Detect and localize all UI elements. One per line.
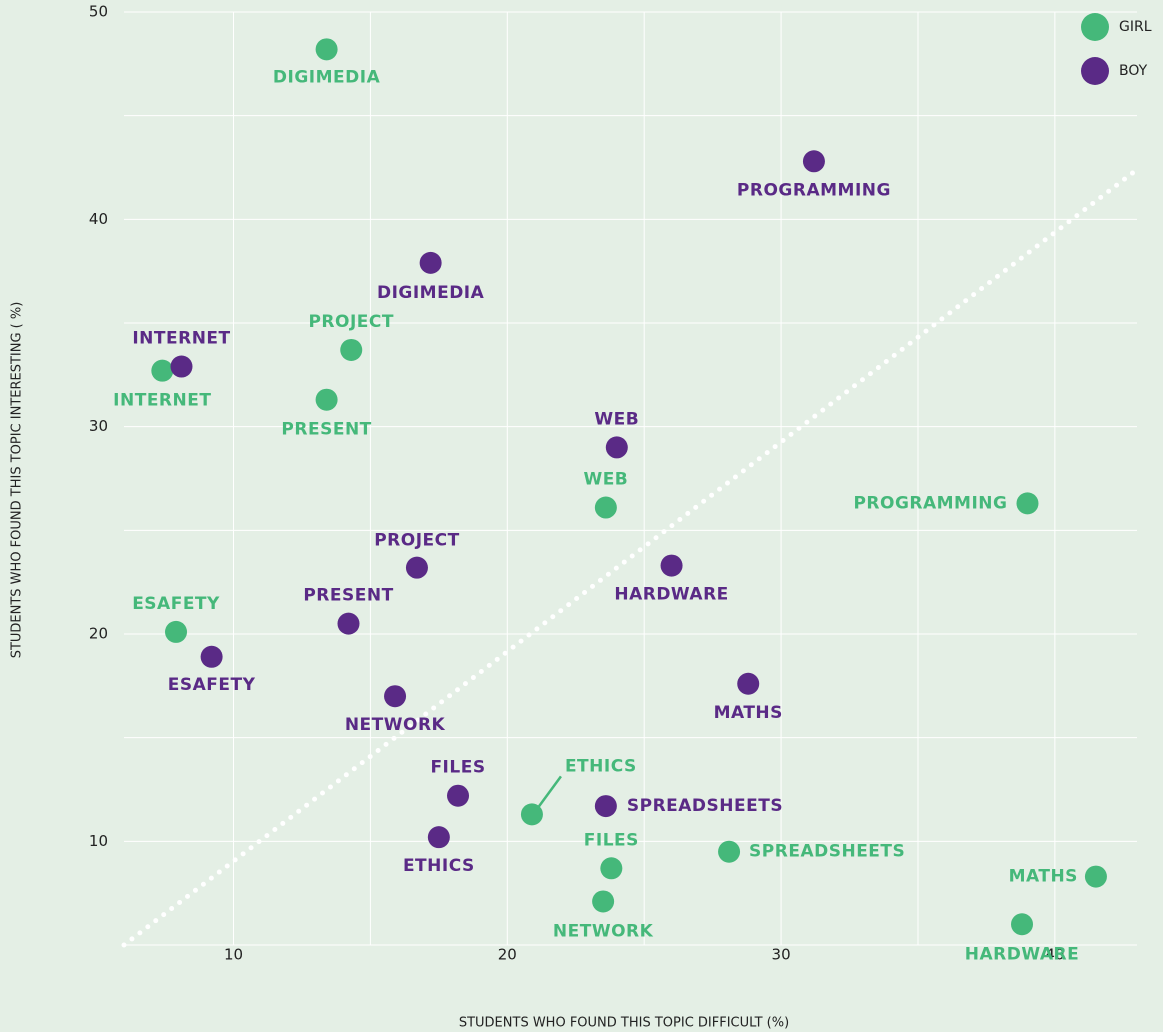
- point-label: MATHS: [1009, 867, 1078, 887]
- point-label: INTERNET: [132, 329, 230, 349]
- point-label: ESAFETY: [132, 594, 220, 614]
- x-tick-label: 20: [498, 946, 517, 964]
- point-label: NETWORK: [345, 715, 446, 735]
- point-label: PRESENT: [281, 420, 371, 440]
- x-axis-label: STUDENTS WHO FOUND THIS TOPIC DIFFICULT …: [459, 1016, 789, 1031]
- point-label: FILES: [430, 758, 485, 778]
- y-tick-label: 40: [89, 210, 108, 228]
- point: [315, 38, 338, 61]
- point: [419, 251, 442, 274]
- point: [1084, 865, 1107, 888]
- point: [340, 338, 363, 361]
- x-tick-label: 40: [1045, 946, 1064, 964]
- point-label: DIGIMEDIA: [377, 283, 485, 303]
- legend-label: GIRL: [1119, 19, 1152, 35]
- point: [384, 685, 407, 708]
- leader-line: [537, 775, 562, 808]
- point: [718, 840, 741, 863]
- point: [151, 359, 174, 382]
- point: [605, 436, 628, 459]
- point: [660, 554, 683, 577]
- y-tick-label: 30: [89, 417, 108, 435]
- point: [427, 826, 450, 849]
- point-label: PROJECT: [374, 531, 460, 551]
- point-label: PROGRAMMING: [737, 180, 891, 200]
- legend-label: BOY: [1119, 63, 1148, 79]
- y-tick-label: 10: [89, 832, 108, 850]
- point-label: DIGIMEDIA: [273, 67, 381, 87]
- point: [520, 803, 543, 826]
- point: [170, 355, 193, 378]
- point-label: HARDWARE: [965, 944, 1079, 964]
- point: [337, 612, 360, 635]
- point-label: SPREADSHEETS: [749, 842, 905, 862]
- point: [1016, 492, 1039, 515]
- point-label: PROGRAMMING: [853, 493, 1007, 513]
- point-label: HARDWARE: [614, 585, 728, 605]
- point: [594, 795, 617, 818]
- point: [200, 645, 223, 668]
- point-label: ETHICS: [403, 856, 475, 876]
- point: [600, 857, 623, 880]
- reference-line: [121, 167, 1140, 948]
- legend-marker: [1081, 13, 1109, 41]
- point-label: ESAFETY: [168, 675, 256, 695]
- x-tick-label: 30: [772, 946, 791, 964]
- point-label: MATHS: [714, 703, 783, 723]
- legend-marker: [1081, 57, 1109, 85]
- y-tick-label: 20: [89, 625, 108, 643]
- point: [165, 620, 188, 643]
- point: [315, 388, 338, 411]
- point-label: WEB: [594, 409, 639, 429]
- x-tick-label: 10: [224, 946, 243, 964]
- point: [802, 150, 825, 173]
- point: [737, 672, 760, 695]
- point: [594, 496, 617, 519]
- point-label: SPREADSHEETS: [627, 796, 783, 816]
- point-label: NETWORK: [553, 921, 654, 941]
- y-tick-label: 50: [89, 3, 108, 21]
- point-label: PROJECT: [308, 312, 394, 332]
- point: [592, 890, 615, 913]
- y-axis-label: STUDENTS WHO FOUND THIS TOPIC INTERESTIN…: [10, 302, 25, 659]
- point: [405, 556, 428, 579]
- point-label: PRESENT: [303, 586, 393, 606]
- point: [447, 784, 470, 807]
- point-label: WEB: [583, 470, 628, 490]
- point-label: FILES: [584, 830, 639, 850]
- point-label: INTERNET: [113, 391, 211, 411]
- point-label: ETHICS: [565, 756, 637, 776]
- point: [1011, 913, 1034, 936]
